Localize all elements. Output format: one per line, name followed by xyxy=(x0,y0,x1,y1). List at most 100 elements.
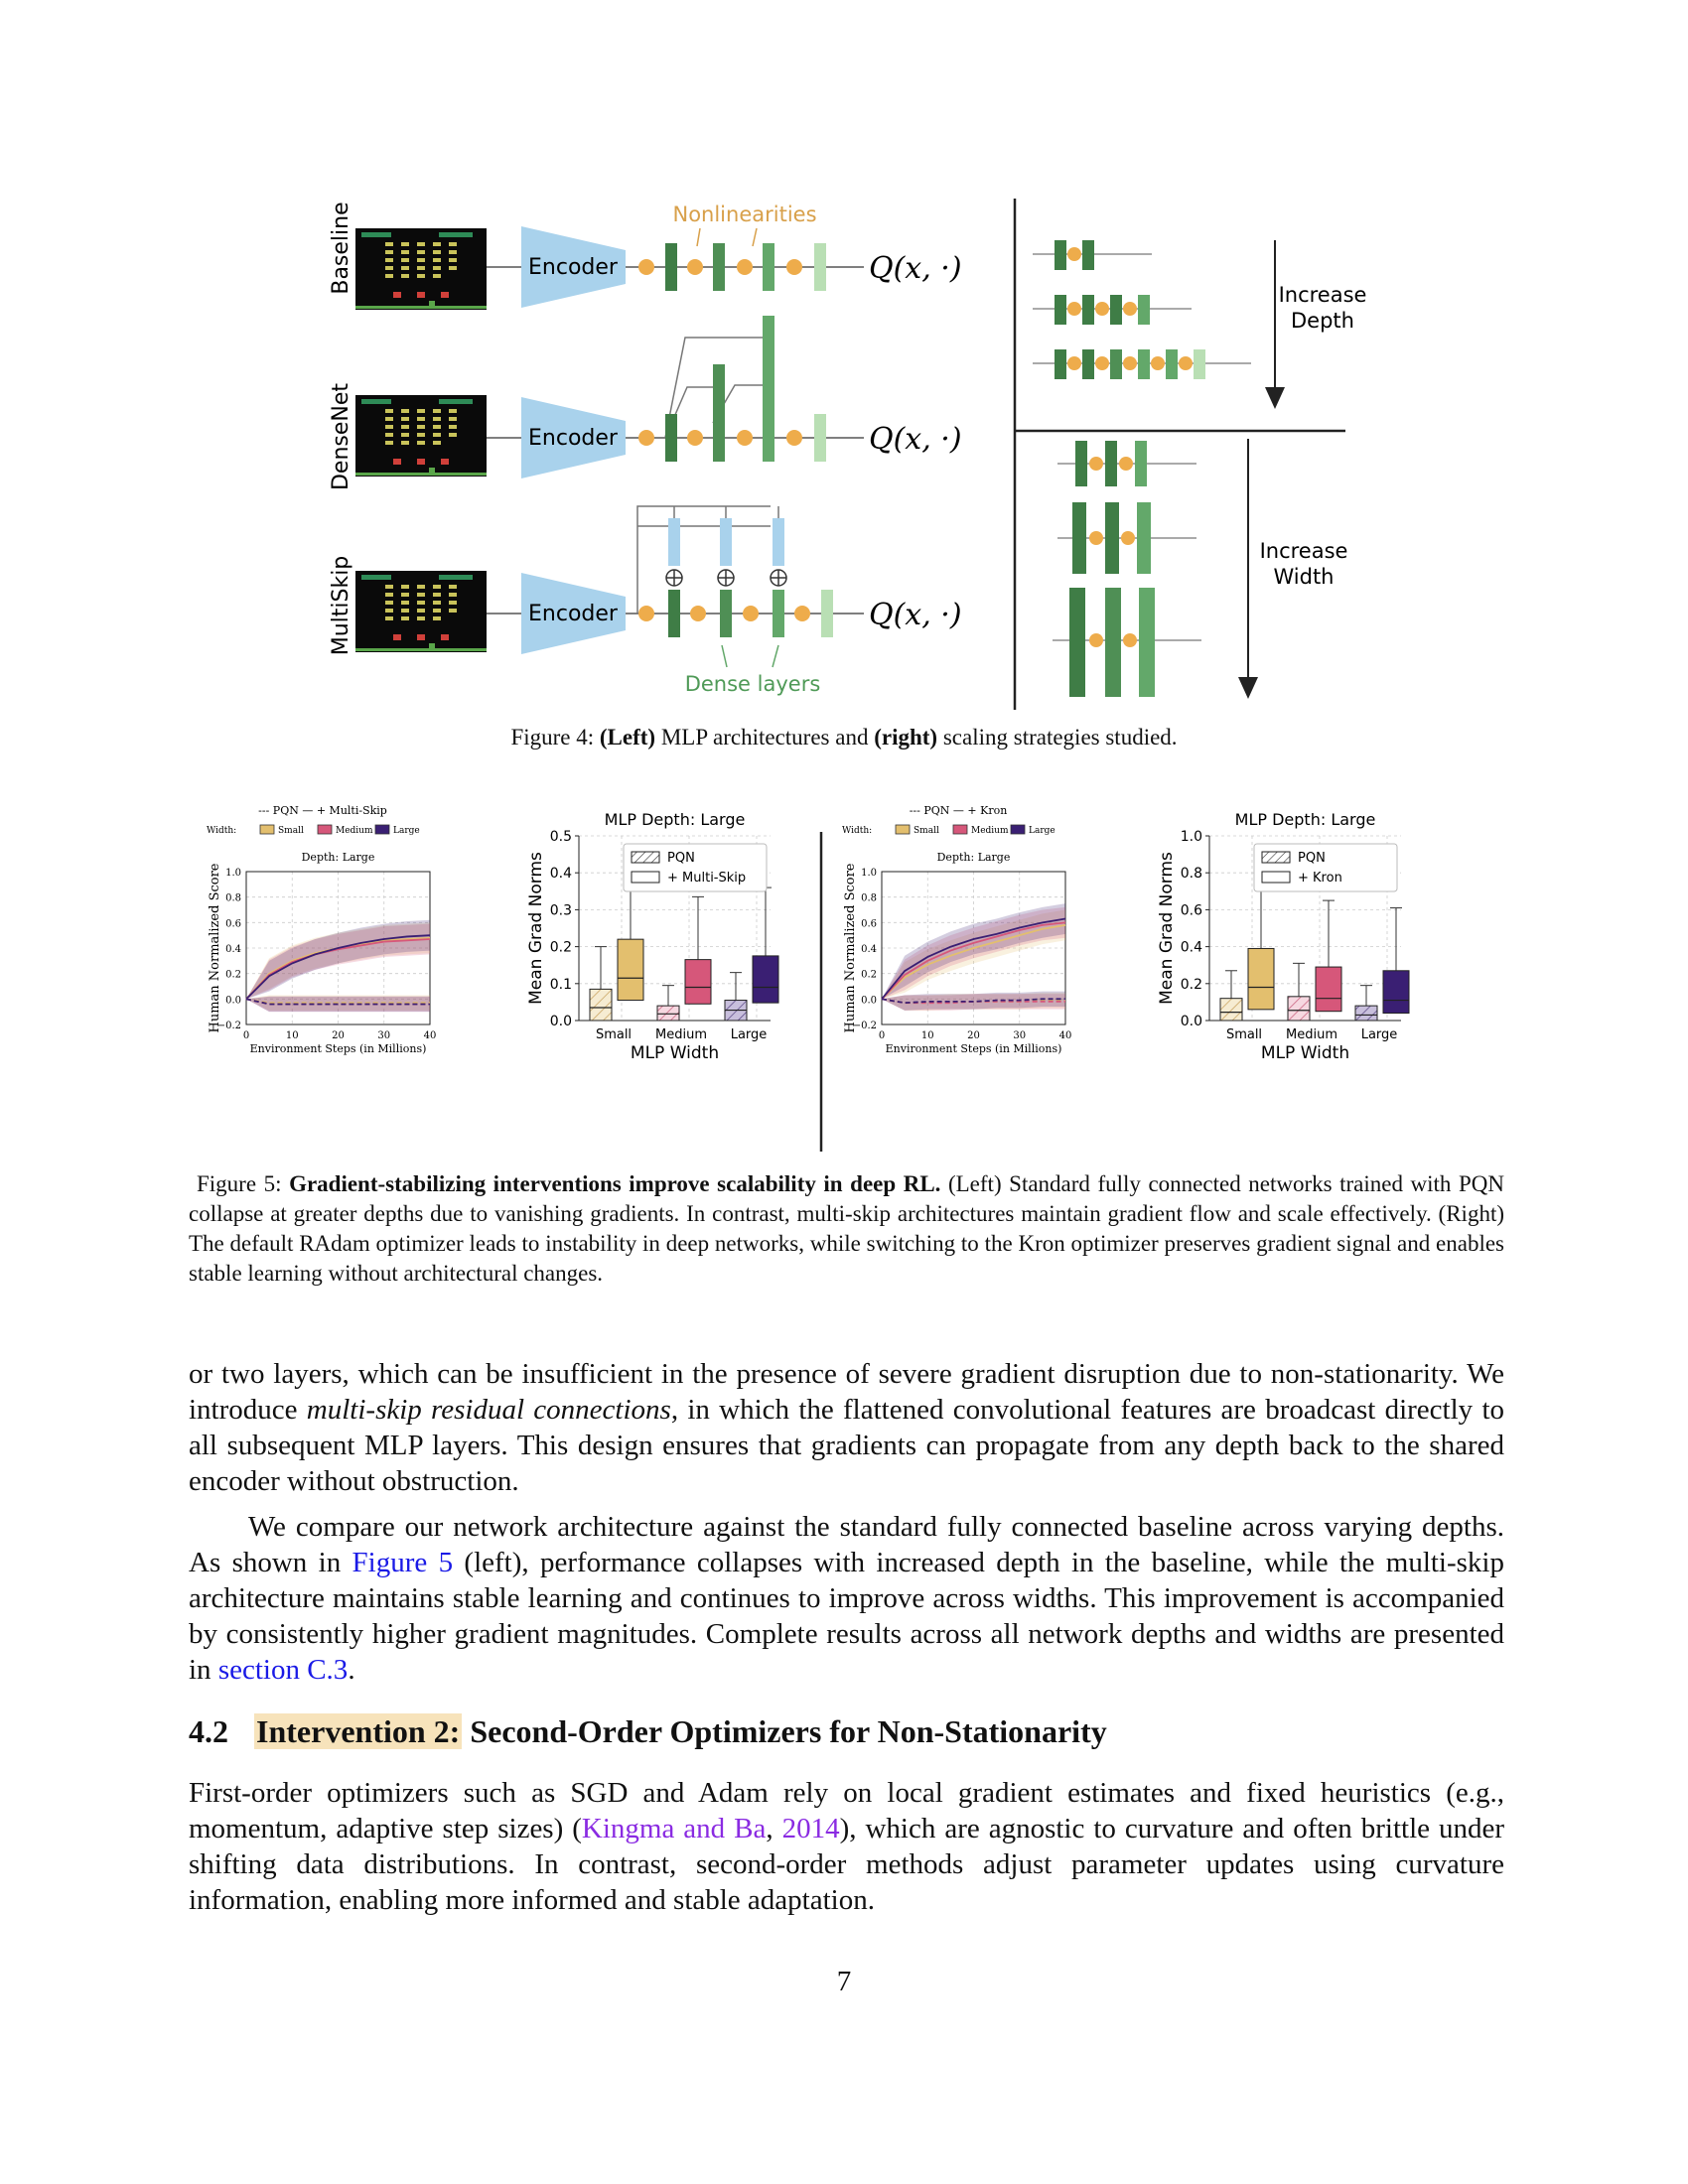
increase-depth-diagram: Increase Depth xyxy=(1033,240,1366,409)
legend-swatch-small xyxy=(895,824,911,835)
page-number: 7 xyxy=(836,1966,852,1997)
y-tick-label: 0.6 xyxy=(225,918,241,929)
row-label-densenet: DenseNet xyxy=(329,383,353,490)
legend: --- PQN — + Multi-Skip Width: Small Medium L… xyxy=(207,804,420,836)
y-tick-label: 0.8 xyxy=(861,893,877,904)
x-tick-label: Small xyxy=(596,1027,632,1042)
multiskip-network: Encoder Q(x, ·) xyxy=(487,505,962,654)
densenet-network: Encoder Q(x, ·) xyxy=(487,316,962,478)
legend: --- PQN — + Kron Width: Small Medium Large xyxy=(842,804,1055,836)
box-small-intervention xyxy=(617,854,644,1002)
series-band xyxy=(246,923,430,1000)
series-line xyxy=(881,921,1066,1000)
increase-width-label-1: Increase xyxy=(1260,539,1348,563)
x-axis-label: MLP Width xyxy=(631,1043,719,1063)
box-medium-pqn xyxy=(1287,962,1311,1022)
box-large-pqn xyxy=(724,972,748,1022)
x-tick-label: 10 xyxy=(286,1030,299,1041)
y-tick-label: 0.4 xyxy=(1181,940,1202,956)
increase-depth-label-2: Depth xyxy=(1291,309,1354,333)
legend-style-label: --- PQN — + Kron xyxy=(910,804,1008,817)
y-tick-label: 1.0 xyxy=(861,868,877,879)
series-line xyxy=(881,924,1066,1000)
paragraph-multiskip: or two layers, which can be insufficient… xyxy=(189,1358,1504,1497)
line-chart-kron: --- PQN — + Kron Width: Small Medium Large De… xyxy=(842,804,1071,1055)
legend-swatch-large xyxy=(1010,824,1026,835)
y-axis-label: Mean Grad Norms xyxy=(1157,852,1177,1005)
game-screenshot-multiskip xyxy=(355,571,487,652)
series-line xyxy=(245,998,430,1006)
box-medium-pqn xyxy=(656,985,680,1022)
game-screenshot-densenet xyxy=(355,395,487,477)
y-axis-label: Human Normalized Score xyxy=(208,863,222,1032)
series-line xyxy=(881,917,1066,1000)
citation-kingma-ba[interactable]: Kingma and Ba xyxy=(581,1813,767,1844)
series-band xyxy=(882,909,1065,1000)
x-tick-label: Large xyxy=(731,1027,768,1042)
y-tick-label: 1.0 xyxy=(225,868,241,879)
y-tick-label: −0.2 xyxy=(217,1021,241,1031)
legend-swatch-large xyxy=(374,824,390,835)
y-tick-label: 0.0 xyxy=(861,995,877,1006)
legend-style-label: --- PQN — + Multi-Skip xyxy=(258,804,387,817)
box-small-intervention xyxy=(1247,857,1275,1011)
y-tick-label: 0.1 xyxy=(550,977,572,993)
x-tick-label: 0 xyxy=(243,1030,249,1041)
box-medium-intervention xyxy=(684,895,712,1005)
y-tick-label: 0.3 xyxy=(550,902,572,918)
series-line xyxy=(245,938,431,1000)
box-small-pqn xyxy=(589,946,613,1022)
x-tick-label: 20 xyxy=(967,1030,980,1041)
x-tick-label: 40 xyxy=(1059,1030,1072,1041)
nonlinearities-label: Nonlinearities xyxy=(672,203,816,226)
box-large-intervention xyxy=(752,887,779,1004)
y-tick-label: 0.0 xyxy=(1181,1014,1202,1029)
paragraph-comparison: We compare our network architecture agai… xyxy=(189,1511,1504,1686)
legend-width-small: Small xyxy=(278,826,304,836)
series-line xyxy=(245,998,430,1005)
legend-swatch-medium xyxy=(952,824,968,835)
encoder-label: Encoder xyxy=(528,255,619,280)
legend-intervention: + Multi-Skip xyxy=(667,871,746,886)
series-line xyxy=(881,998,1065,1005)
legend-width-medium: Medium xyxy=(971,826,1009,836)
x-tick-label: 30 xyxy=(1013,1030,1026,1041)
q-function-output: Q(x, ·) xyxy=(869,598,962,632)
box-small-pqn xyxy=(1219,970,1243,1022)
legend-width-large: Large xyxy=(1029,826,1055,836)
x-tick-label: 30 xyxy=(377,1030,390,1041)
y-tick-label: 0.6 xyxy=(1181,902,1202,918)
chart-title: MLP Depth: Large xyxy=(605,810,746,829)
legend-width-small: Small xyxy=(914,826,939,836)
x-axis-label: MLP Width xyxy=(1261,1043,1349,1063)
x-tick-label: Small xyxy=(1226,1027,1262,1042)
y-tick-label: 0.2 xyxy=(225,970,241,981)
row-label-baseline: Baseline xyxy=(329,202,353,294)
increase-width-diagram: Increase Width xyxy=(1053,439,1347,699)
legend-width-label: Width: xyxy=(207,826,236,836)
y-axis-label: Human Normalized Score xyxy=(843,863,858,1032)
chart-title: MLP Depth: Large xyxy=(1235,810,1376,829)
figure-5-link[interactable]: Figure 5 xyxy=(352,1547,454,1578)
q-function-output: Q(x, ·) xyxy=(869,422,962,457)
y-tick-label: −0.2 xyxy=(853,1021,877,1031)
x-tick-label: 20 xyxy=(332,1030,345,1041)
legend-pqn: PQN xyxy=(1298,851,1326,866)
q-function-output: Q(x, ·) xyxy=(869,251,962,286)
legend-pqn: PQN xyxy=(667,851,695,866)
y-tick-label: 0.6 xyxy=(861,918,877,929)
figure-5-charts: --- PQN — + Multi-Skip Width: Small Medium L… xyxy=(207,804,1410,1152)
figure-4-caption: Figure 4: (Left) MLP architectures and (… xyxy=(510,725,1178,750)
section-c3-link[interactable]: section C.3 xyxy=(217,1654,349,1686)
box-large-intervention xyxy=(1382,907,1410,1015)
x-tick-label: 10 xyxy=(921,1030,934,1041)
citation-year[interactable]: 2014 xyxy=(781,1813,840,1844)
row-label-multiskip: MultiSkip xyxy=(329,556,353,656)
legend-intervention: + Kron xyxy=(1298,871,1342,886)
legend-width-label: Width: xyxy=(842,826,872,836)
chart-title: Depth: Large xyxy=(937,851,1011,864)
series-band xyxy=(246,996,430,1013)
encoder-label: Encoder xyxy=(528,602,619,626)
y-tick-label: 0.0 xyxy=(550,1014,572,1029)
